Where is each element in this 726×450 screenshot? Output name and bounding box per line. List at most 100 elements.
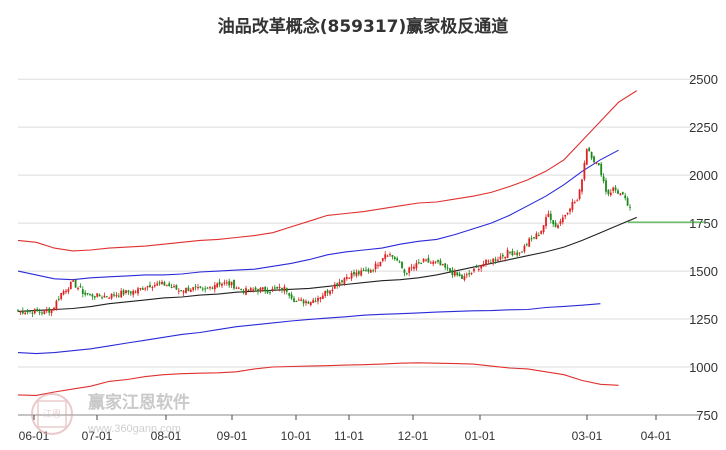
y-tick-label: 1500 (689, 264, 718, 279)
candle-body (427, 258, 430, 263)
candle-body (461, 275, 463, 279)
candle-body (218, 282, 221, 285)
candle-body (449, 268, 451, 272)
candle-body (60, 293, 63, 299)
candle-body (446, 267, 449, 269)
candle-body (173, 286, 175, 288)
candle-body (168, 283, 171, 286)
candle-body (528, 238, 531, 247)
candle-body (161, 281, 163, 285)
candle-body (72, 280, 75, 282)
candle-body (405, 273, 408, 275)
candle-body (468, 273, 471, 275)
candle-body (425, 259, 427, 261)
candle-body (283, 286, 286, 292)
candle-body (257, 289, 259, 292)
candle-body (569, 208, 571, 212)
inner-upper-band (17, 149, 619, 281)
candle-body (50, 309, 53, 313)
candle-body (619, 193, 622, 196)
candle-body (571, 201, 574, 210)
candle-body (576, 200, 579, 202)
candle-body (542, 225, 545, 233)
y-tick-label: 1750 (689, 216, 718, 231)
candle-body (86, 293, 89, 295)
x-tick-label: 12-01 (398, 429, 429, 443)
candle-body (626, 198, 629, 206)
candle-body (139, 287, 142, 290)
candle-body (398, 261, 401, 263)
candle-body (146, 286, 149, 288)
candle-body (45, 310, 48, 312)
candle-body (252, 289, 255, 291)
candle-body (317, 297, 319, 302)
candle-body (629, 206, 631, 208)
y-tick-label: 1000 (689, 360, 718, 375)
candle-body (497, 259, 499, 261)
candle-body (621, 192, 624, 195)
candle-body (225, 282, 228, 284)
candle-body (245, 288, 247, 295)
candle-body (513, 253, 516, 255)
candle-body (533, 237, 535, 239)
candle-body (242, 290, 245, 294)
candle-body (343, 278, 346, 284)
candle-body (36, 309, 39, 312)
candle-body (149, 284, 151, 288)
x-tick-label: 06-01 (19, 429, 50, 443)
watermark-brand: 赢家江恩软件 (88, 392, 190, 413)
candle-body (561, 217, 564, 223)
candle-body (101, 297, 103, 299)
candle-body (372, 270, 375, 272)
candle-body (501, 254, 504, 257)
candle-body (84, 292, 87, 295)
candle-body (79, 286, 82, 288)
candle-body (158, 282, 161, 284)
candle-body (237, 287, 240, 289)
candle-body (463, 276, 466, 280)
candle-body (547, 213, 550, 217)
candle-body (509, 251, 511, 253)
candle-body (336, 283, 339, 286)
candle-body (552, 220, 555, 225)
candle-body (297, 299, 300, 301)
candle-body (247, 289, 250, 291)
candle-body (194, 286, 197, 288)
candle-body (326, 290, 329, 293)
candle-body (521, 251, 523, 253)
candle-body (581, 179, 583, 192)
candle-body (444, 263, 447, 268)
candle-body (590, 152, 593, 159)
candle-body (434, 261, 437, 263)
candle-body (523, 245, 526, 252)
candle-body (504, 256, 507, 259)
candle-body (540, 230, 543, 234)
candle-body (180, 290, 183, 292)
candle-body (545, 217, 547, 227)
candle-body (281, 287, 283, 291)
candle-body (93, 296, 96, 298)
candle-body (321, 295, 324, 299)
candle-body (228, 281, 231, 286)
middle-line (17, 216, 638, 312)
outer-lower-band (17, 362, 619, 396)
candle-body (329, 290, 331, 295)
candle-body (518, 252, 521, 254)
candle-body (98, 294, 101, 297)
channel-bands (17, 90, 638, 396)
candle-body (261, 287, 264, 290)
candle-body (67, 289, 70, 292)
candle-body (600, 163, 603, 176)
candle-body (403, 269, 406, 273)
candle-body (396, 258, 399, 261)
candle-body (187, 287, 190, 291)
candle-body (593, 156, 595, 163)
y-tick-label: 750 (696, 408, 718, 423)
candle-body (57, 298, 60, 300)
candle-body (120, 290, 123, 298)
candle-body (489, 262, 492, 264)
candle-body (273, 287, 276, 289)
candle-body (408, 267, 411, 273)
candle-body (19, 311, 22, 313)
candle-body (535, 233, 538, 240)
